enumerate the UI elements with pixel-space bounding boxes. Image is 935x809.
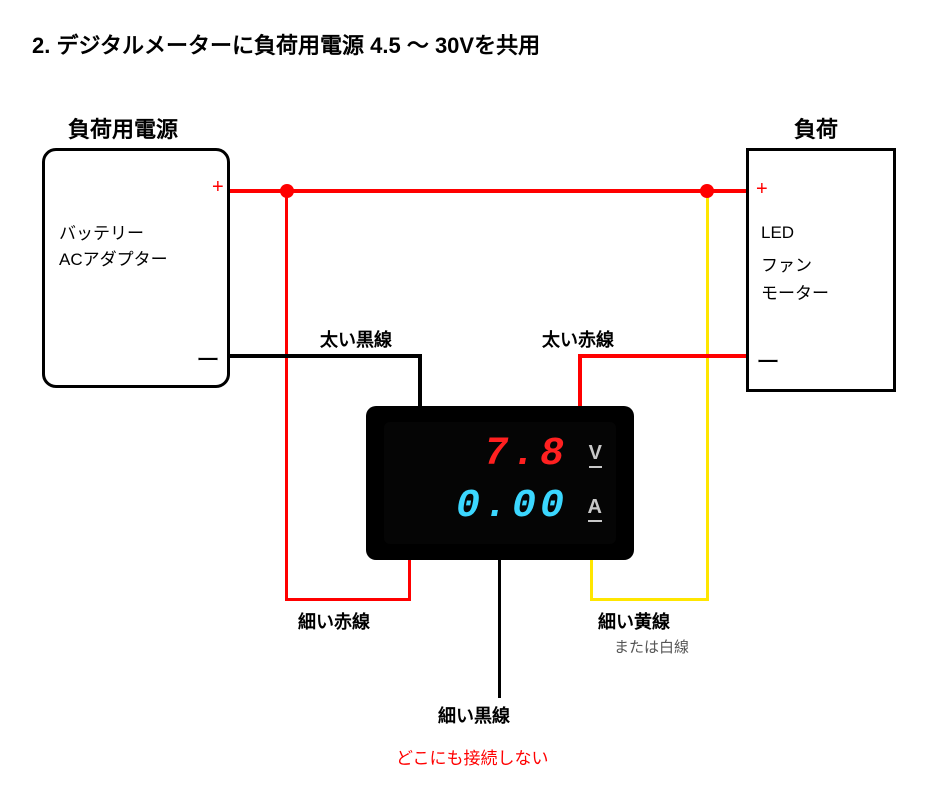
wire-thin-yellow-down [706, 191, 709, 600]
load-box-text3: モーター [761, 279, 829, 304]
power-box-label: 負荷用電源 [68, 112, 178, 144]
label-thin-red: 細い赤線 [298, 608, 370, 634]
label-or-white: または白線 [614, 636, 689, 657]
wire-thin-red-down [285, 191, 288, 600]
label-no-connect: どこにも接続しない [396, 744, 549, 769]
meter-face: 7.8 V 0.00 A [384, 422, 616, 544]
minus-right: ー [756, 342, 780, 377]
meter-body: 7.8 V 0.00 A [366, 406, 634, 560]
label-thick-black: 太い黒線 [320, 326, 392, 352]
wire-main-red [230, 189, 746, 193]
wire-thin-red-up [408, 556, 411, 601]
meter-volt-unit: V [589, 442, 602, 468]
load-box-text2: ファン [761, 251, 812, 276]
plus-left: + [212, 176, 224, 199]
node-right [700, 184, 714, 198]
wire-thin-red-h [285, 598, 411, 601]
meter-amp-value: 0.00 [456, 484, 568, 529]
page-title: 2. デジタルメーターに負荷用電源 4.5 ～ 30Vを共用 [32, 28, 540, 60]
wire-thick-black-v [418, 354, 422, 410]
load-box-text1: LED [761, 223, 794, 243]
label-thick-red: 太い赤線 [542, 326, 614, 352]
load-box-label: 負荷 [794, 112, 838, 144]
plus-right: + [756, 178, 768, 201]
node-left [280, 184, 294, 198]
minus-left: ー [196, 340, 220, 375]
wire-thick-red-v [578, 354, 582, 410]
wire-thin-yellow-h [590, 598, 709, 601]
meter-amp-unit: A [588, 496, 602, 522]
meter-volt-value: 7.8 [484, 432, 568, 477]
label-thin-black: 細い黒線 [438, 702, 510, 728]
wire-thin-yellow-up [590, 556, 593, 601]
wire-thick-black-h [230, 354, 422, 358]
diagram-canvas: 2. デジタルメーターに負荷用電源 4.5 ～ 30Vを共用 負荷用電源 バッテ… [0, 0, 935, 809]
power-box-text1: バッテリー [59, 219, 144, 244]
label-thin-yellow: 細い黄線 [598, 608, 670, 634]
wire-thick-red-h [578, 354, 746, 358]
power-box-text2: ACアダプター [59, 245, 168, 270]
wire-thin-black [498, 556, 501, 698]
